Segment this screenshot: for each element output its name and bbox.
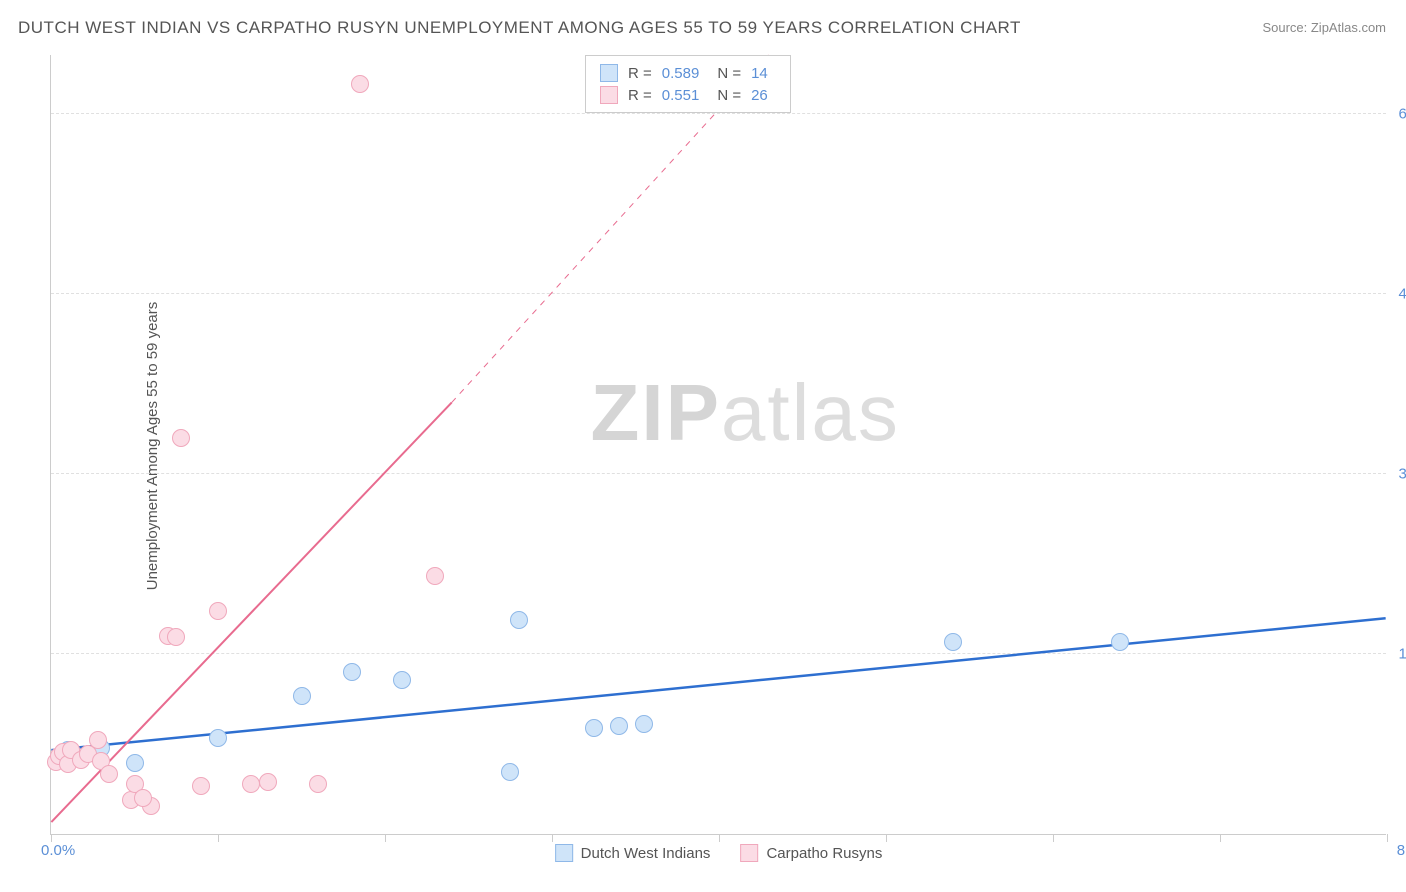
scatter-point (192, 777, 210, 795)
scatter-point (89, 731, 107, 749)
x-tick (886, 834, 887, 842)
source-label: Source: ZipAtlas.com (1262, 20, 1386, 35)
swatch-blue (600, 64, 618, 82)
scatter-point (351, 75, 369, 93)
scatter-point (309, 775, 327, 793)
n-value-blue: 14 (751, 65, 768, 82)
n-label: N = (717, 65, 741, 82)
scatter-point (259, 773, 277, 791)
stats-row-blue: R = 0.589 N = 14 (600, 62, 776, 84)
scatter-point (426, 567, 444, 585)
scatter-point (343, 663, 361, 681)
scatter-point (585, 719, 603, 737)
stats-row-pink: R = 0.551 N = 26 (600, 84, 776, 106)
r-value-pink: 0.551 (662, 87, 700, 104)
y-tick-label: 60.0% (1398, 106, 1406, 123)
trend-line (51, 618, 1385, 750)
x-tick (552, 834, 553, 842)
scatter-point (167, 628, 185, 646)
scatter-point (209, 602, 227, 620)
x-tick (51, 834, 52, 842)
scatter-point (944, 633, 962, 651)
n-value-pink: 26 (751, 87, 768, 104)
scatter-point (126, 754, 144, 772)
stats-legend-box: R = 0.589 N = 14 R = 0.551 N = 26 (585, 55, 791, 113)
legend-label-pink: Carpatho Rusyns (766, 845, 882, 862)
y-tick-label: 15.0% (1398, 646, 1406, 663)
plot-area: ZIPatlas 15.0%30.0%45.0%60.0% R = 0.589 … (50, 55, 1386, 835)
x-tick (1053, 834, 1054, 842)
x-tick (218, 834, 219, 842)
y-tick-label: 30.0% (1398, 466, 1406, 483)
r-value-blue: 0.589 (662, 65, 700, 82)
swatch-pink-icon (740, 844, 758, 862)
scatter-point (172, 429, 190, 447)
x-axis-max-label: 8.0% (1397, 842, 1406, 859)
scatter-point (209, 729, 227, 747)
trend-line (51, 403, 451, 822)
scatter-point (134, 789, 152, 807)
chart-title: DUTCH WEST INDIAN VS CARPATHO RUSYN UNEM… (18, 18, 1021, 38)
swatch-pink (600, 86, 618, 104)
r-label: R = (628, 65, 652, 82)
x-tick (1220, 834, 1221, 842)
x-axis-min-label: 0.0% (41, 842, 75, 859)
x-tick (1387, 834, 1388, 842)
scatter-point (501, 763, 519, 781)
scatter-point (1111, 633, 1129, 651)
scatter-point (242, 775, 260, 793)
scatter-point (610, 717, 628, 735)
legend-label-blue: Dutch West Indians (581, 845, 711, 862)
legend-item-blue: Dutch West Indians (555, 844, 711, 862)
legend-bottom: Dutch West Indians Carpatho Rusyns (555, 844, 883, 862)
r-label: R = (628, 87, 652, 104)
swatch-blue-icon (555, 844, 573, 862)
trend-lines (51, 55, 1386, 834)
y-tick-label: 45.0% (1398, 286, 1406, 303)
scatter-point (635, 715, 653, 733)
legend-item-pink: Carpatho Rusyns (740, 844, 882, 862)
scatter-point (293, 687, 311, 705)
x-tick (385, 834, 386, 842)
x-tick (719, 834, 720, 842)
scatter-point (393, 671, 411, 689)
scatter-point (100, 765, 118, 783)
scatter-point (510, 611, 528, 629)
n-label: N = (717, 87, 741, 104)
